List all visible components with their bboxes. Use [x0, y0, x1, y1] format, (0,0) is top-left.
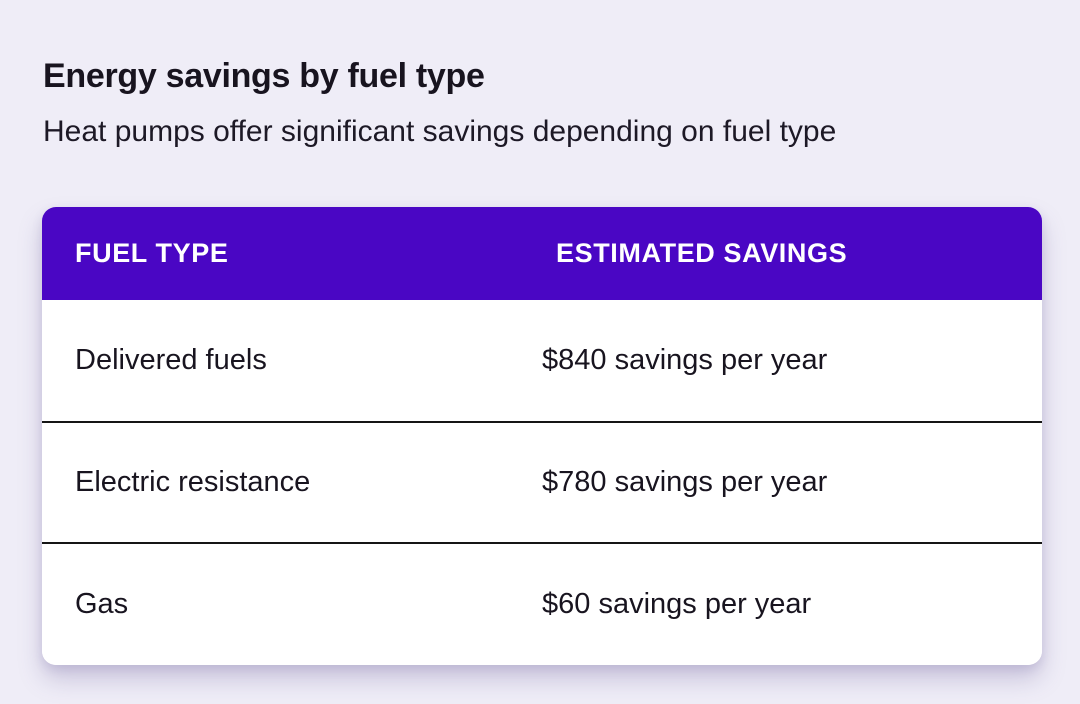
table-row: Electric resistance $780 savings per yea… — [42, 421, 1042, 542]
table-row: Delivered fuels $840 savings per year — [42, 300, 1042, 421]
estimated-savings-cell: $60 savings per year — [542, 588, 812, 620]
column-header-estimated-savings: ESTIMATED SAVINGS — [556, 238, 848, 268]
page-title: Energy savings by fuel type — [43, 57, 485, 95]
table-row: Gas $60 savings per year — [42, 542, 1042, 665]
page: Energy savings by fuel type Heat pumps o… — [0, 56, 1080, 665]
fuel-type-cell: Delivered fuels — [75, 344, 267, 376]
page-subtitle: Heat pumps offer significant savings dep… — [43, 115, 837, 148]
fuel-type-cell: Electric resistance — [75, 466, 311, 498]
fuel-type-cell: Gas — [75, 588, 129, 620]
column-header-fuel-type: FUEL TYPE — [75, 238, 229, 268]
savings-table-card: FUEL TYPE ESTIMATED SAVINGS Delivered fu… — [42, 207, 1042, 665]
estimated-savings-cell: $780 savings per year — [542, 466, 828, 498]
estimated-savings-cell: $840 savings per year — [542, 344, 828, 376]
table-header-row: FUEL TYPE ESTIMATED SAVINGS — [42, 207, 1042, 300]
